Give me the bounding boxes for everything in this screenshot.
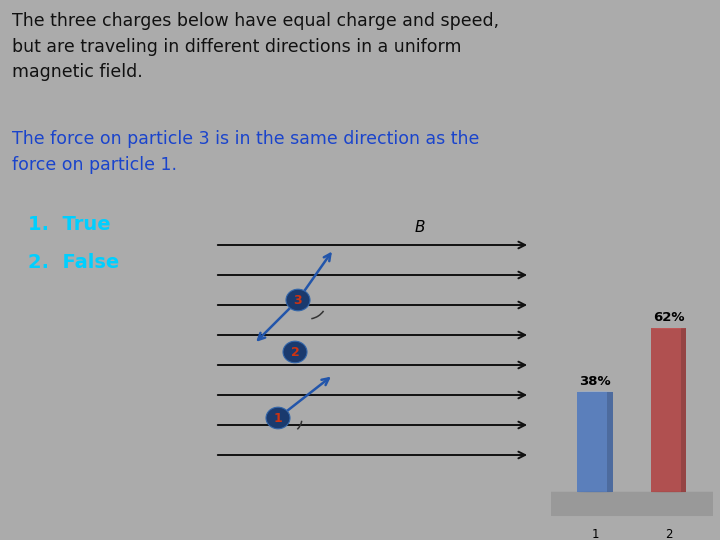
Text: 2.  False: 2. False xyxy=(28,253,120,272)
Ellipse shape xyxy=(283,341,307,363)
Ellipse shape xyxy=(286,289,310,311)
Bar xyxy=(681,328,686,492)
Text: 62%: 62% xyxy=(653,311,685,324)
Text: The three charges below have equal charge and speed,
but are traveling in differ: The three charges below have equal charg… xyxy=(12,12,499,82)
Text: B: B xyxy=(415,220,426,235)
Bar xyxy=(577,392,613,492)
Text: 1.  True: 1. True xyxy=(28,215,111,234)
Text: 1: 1 xyxy=(274,411,282,424)
Text: 3: 3 xyxy=(294,294,302,307)
Bar xyxy=(651,328,686,492)
Text: The force on particle 3 is in the same direction as the
force on particle 1.: The force on particle 3 is in the same d… xyxy=(12,130,480,174)
Ellipse shape xyxy=(266,407,290,429)
Text: 38%: 38% xyxy=(579,375,611,388)
Text: 2: 2 xyxy=(291,346,300,359)
Bar xyxy=(608,392,613,492)
FancyBboxPatch shape xyxy=(547,492,716,516)
